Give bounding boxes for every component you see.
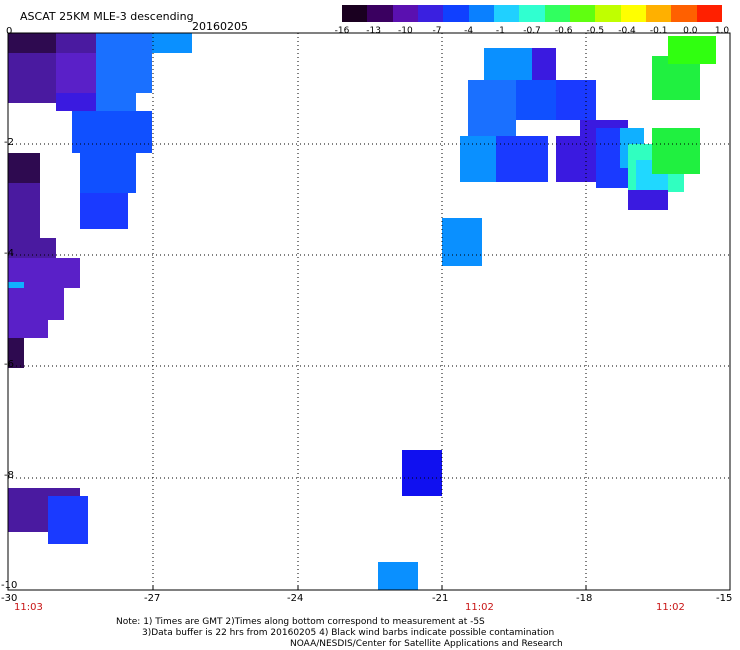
swath-cell [48,496,88,544]
swath-cell [8,183,40,238]
colorbar-label: -4 [464,26,474,36]
plot-frame [7,32,731,591]
swath-cell [378,562,418,590]
swath-cell [668,36,716,64]
colorbar-segment [646,5,672,22]
colorbar-label: -0.4 [618,26,636,36]
colorbar-label: -7 [432,26,442,36]
swath-cell [8,288,64,320]
colorbar-segment [468,5,495,22]
colorbar-segment [418,5,444,22]
colorbar-segment [671,5,698,22]
x-tick-label: -21 [432,593,449,604]
colorbar-segment [519,5,546,22]
date-label: 20160205 [192,20,248,33]
page-title: ASCAT 25KM MLE-3 descending [20,10,194,23]
swath-cell [402,450,442,496]
x-tick-label: -30 [1,593,18,604]
colorbar-segment [392,5,419,22]
swath-cell [56,53,96,93]
x-tick-label: -27 [144,593,161,604]
y-tick-label: -4 [4,248,14,259]
note-line-1: Note: 1) Times are GMT 2)Times along bot… [116,617,485,627]
x-tick-label: -24 [287,593,304,604]
colorbar-segment [342,5,368,22]
swath-cell [8,53,56,93]
x-tick-label: -15 [716,593,733,604]
colorbar-label: -0.7 [523,26,541,36]
colorbar-label: -0.5 [586,26,605,36]
colorbar-segment [620,5,647,22]
colorbar-segment [570,5,596,22]
colorbar-label: -0.6 [554,26,573,36]
swath-cell [8,338,24,368]
x-tick-label: -18 [576,593,593,604]
colorbar-segment [367,5,394,22]
colorbar-label: 0.0 [683,26,698,36]
swath-cell [56,33,96,53]
colorbar-segment [494,5,520,22]
swath-cell [96,53,152,93]
colorbar-label: -13 [366,26,382,36]
colorbar-label: -16 [334,26,350,36]
swath-cell [8,282,24,292]
y-tick-label: -10 [1,580,18,591]
y-tick-label: -2 [4,137,14,148]
swath-cell [652,128,700,174]
colorbar-segment [443,5,470,22]
time-label: 11:03 [14,602,43,613]
colorbar-segment [595,5,622,22]
swath-cells [8,33,716,590]
swath-cell [628,190,668,210]
note-line-2: 3)Data buffer is 22 hrs from 20160205 4)… [142,628,555,638]
swath-cell [8,238,56,258]
grid-lines [7,33,731,590]
note-line-3: NOAA/NESDIS/Center for Satellite Applica… [290,639,563,649]
time-label: 11:02 [656,602,685,613]
swath-cell [8,153,40,183]
y-tick-label: 0 [6,26,13,37]
time-label: 11:02 [465,602,494,613]
swath-cell [442,218,482,266]
swath-cell [72,133,152,153]
swath-cell [8,93,56,103]
colorbar-label: -1 [495,26,505,36]
swath-cell [96,93,136,111]
y-tick-label: -8 [4,470,14,481]
swath-cell [96,33,152,53]
y-tick-label: -6 [4,359,14,370]
colorbar-segment [544,5,571,22]
swath-cell [80,153,136,193]
colorbar-label: -10 [397,26,413,36]
swath-cell [468,112,516,136]
swath-cell [152,33,192,53]
colorbar-label: -0.1 [649,26,668,36]
swath-cell [80,193,128,229]
swath-cell [72,111,152,133]
swath-cell [56,93,96,111]
swath-cell [556,80,596,120]
swath-cell [8,33,56,53]
colorbar-segment [696,5,723,22]
swath-cell [8,320,48,338]
swath-cell [496,136,548,182]
colorbar-label: 1.0 [714,26,730,36]
